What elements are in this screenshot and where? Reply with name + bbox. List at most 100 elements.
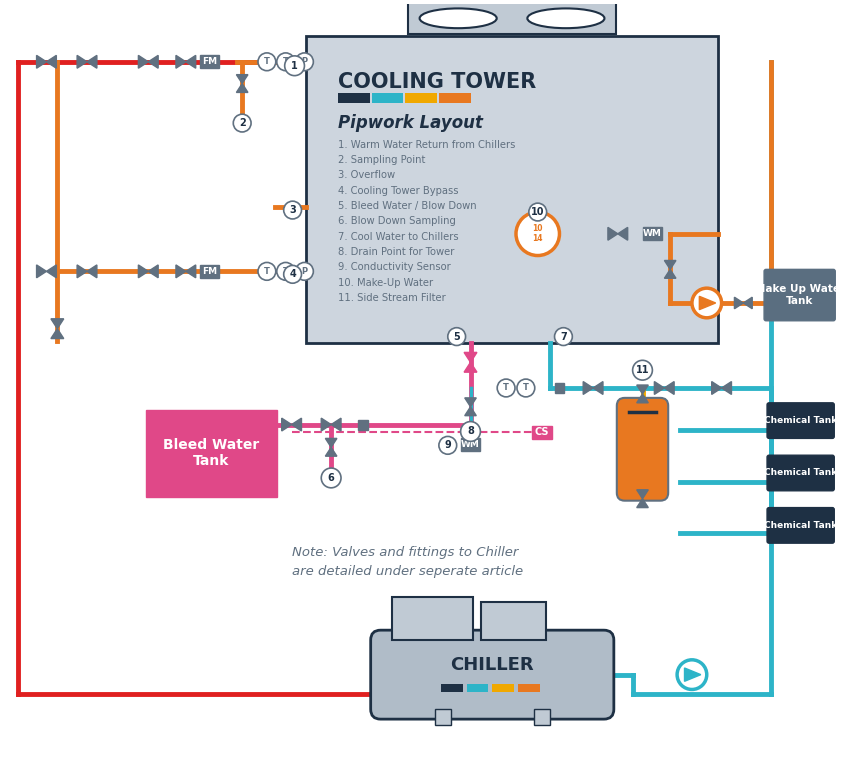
Circle shape (439, 437, 457, 454)
Bar (440, 683, 463, 693)
Polygon shape (584, 382, 593, 395)
Polygon shape (636, 394, 648, 402)
FancyBboxPatch shape (307, 36, 717, 343)
Polygon shape (77, 265, 87, 278)
Polygon shape (236, 74, 248, 84)
Polygon shape (618, 228, 628, 240)
Text: WM: WM (461, 440, 480, 449)
Text: Chemical Tank: Chemical Tank (764, 468, 838, 478)
Polygon shape (699, 296, 716, 310)
Polygon shape (636, 385, 648, 394)
Circle shape (296, 262, 314, 280)
Circle shape (233, 115, 251, 132)
Text: 1. Warm Water Return from Chillers: 1. Warm Water Return from Chillers (338, 140, 515, 150)
FancyBboxPatch shape (393, 597, 474, 640)
Polygon shape (331, 418, 341, 431)
Bar (338, 94, 370, 103)
Text: T: T (523, 383, 529, 392)
Circle shape (321, 468, 341, 488)
Circle shape (692, 288, 722, 318)
Text: 9. Conductivity Sensor: 9. Conductivity Sensor (338, 262, 451, 272)
Circle shape (529, 203, 547, 221)
Circle shape (677, 659, 707, 690)
Polygon shape (325, 447, 337, 456)
Text: FM: FM (202, 267, 217, 276)
Bar (371, 94, 403, 103)
FancyBboxPatch shape (764, 269, 835, 320)
Text: 8: 8 (467, 426, 474, 437)
Text: 2: 2 (239, 118, 245, 128)
Polygon shape (321, 418, 331, 431)
Polygon shape (138, 56, 148, 68)
Polygon shape (608, 228, 618, 240)
Bar (439, 94, 470, 103)
Polygon shape (282, 418, 291, 431)
Polygon shape (722, 382, 732, 395)
Text: CS: CS (534, 427, 549, 437)
Text: 11. Side Stream Filter: 11. Side Stream Filter (338, 293, 446, 303)
Polygon shape (176, 56, 186, 68)
Circle shape (284, 265, 302, 283)
Polygon shape (684, 668, 701, 681)
Text: 10. Make-Up Water: 10. Make-Up Water (338, 278, 433, 288)
Polygon shape (236, 84, 248, 92)
Circle shape (516, 212, 560, 255)
Text: CHILLER: CHILLER (451, 656, 534, 673)
FancyBboxPatch shape (532, 426, 551, 440)
Polygon shape (51, 329, 64, 338)
Text: Chemical Tank: Chemical Tank (764, 416, 838, 425)
FancyBboxPatch shape (408, 2, 616, 34)
Text: 2. Sampling Point: 2. Sampling Point (338, 155, 425, 165)
Text: 6. Blow Down Sampling: 6. Blow Down Sampling (338, 217, 456, 227)
Polygon shape (665, 382, 674, 395)
Polygon shape (665, 269, 676, 279)
Text: 5: 5 (453, 331, 460, 341)
Circle shape (284, 201, 302, 219)
Polygon shape (148, 265, 158, 278)
FancyBboxPatch shape (481, 602, 545, 640)
Circle shape (461, 422, 481, 441)
Text: 8. Drain Point for Tower: 8. Drain Point for Tower (338, 247, 454, 257)
FancyBboxPatch shape (617, 398, 668, 501)
Ellipse shape (527, 9, 604, 28)
Polygon shape (77, 56, 87, 68)
Circle shape (633, 361, 653, 380)
Text: T: T (504, 383, 509, 392)
Polygon shape (325, 438, 337, 447)
FancyBboxPatch shape (767, 455, 834, 491)
Polygon shape (37, 265, 47, 278)
Polygon shape (186, 265, 196, 278)
Polygon shape (87, 56, 97, 68)
FancyBboxPatch shape (767, 508, 834, 543)
Text: T: T (283, 57, 289, 67)
Text: 6: 6 (328, 473, 335, 483)
Text: 3. Overflow: 3. Overflow (338, 170, 395, 180)
Polygon shape (593, 382, 603, 395)
Text: T: T (264, 267, 270, 276)
Polygon shape (464, 362, 477, 372)
FancyBboxPatch shape (371, 630, 613, 719)
Polygon shape (37, 56, 47, 68)
Circle shape (258, 53, 276, 70)
Text: Pipwork Layout: Pipwork Layout (338, 114, 483, 132)
Text: 10
14: 10 14 (532, 224, 543, 244)
Circle shape (277, 53, 295, 70)
Text: Note: Valves and fittings to Chiller
are detailed under seperate article: Note: Valves and fittings to Chiller are… (291, 546, 523, 578)
Text: T: T (264, 57, 270, 67)
Bar (406, 94, 437, 103)
Circle shape (285, 56, 304, 76)
FancyBboxPatch shape (199, 265, 220, 278)
Polygon shape (636, 498, 648, 508)
Circle shape (296, 53, 314, 70)
Circle shape (498, 379, 515, 397)
Polygon shape (186, 56, 196, 68)
Text: WM: WM (643, 229, 662, 238)
Text: 7. Cool Water to Chillers: 7. Cool Water to Chillers (338, 231, 458, 241)
Text: T: T (283, 267, 289, 276)
Bar (467, 683, 488, 693)
Text: 3: 3 (289, 205, 296, 215)
FancyBboxPatch shape (147, 409, 277, 497)
Text: P: P (302, 267, 308, 276)
Text: 5. Bleed Water / Blow Down: 5. Bleed Water / Blow Down (338, 201, 476, 211)
Polygon shape (654, 382, 665, 395)
